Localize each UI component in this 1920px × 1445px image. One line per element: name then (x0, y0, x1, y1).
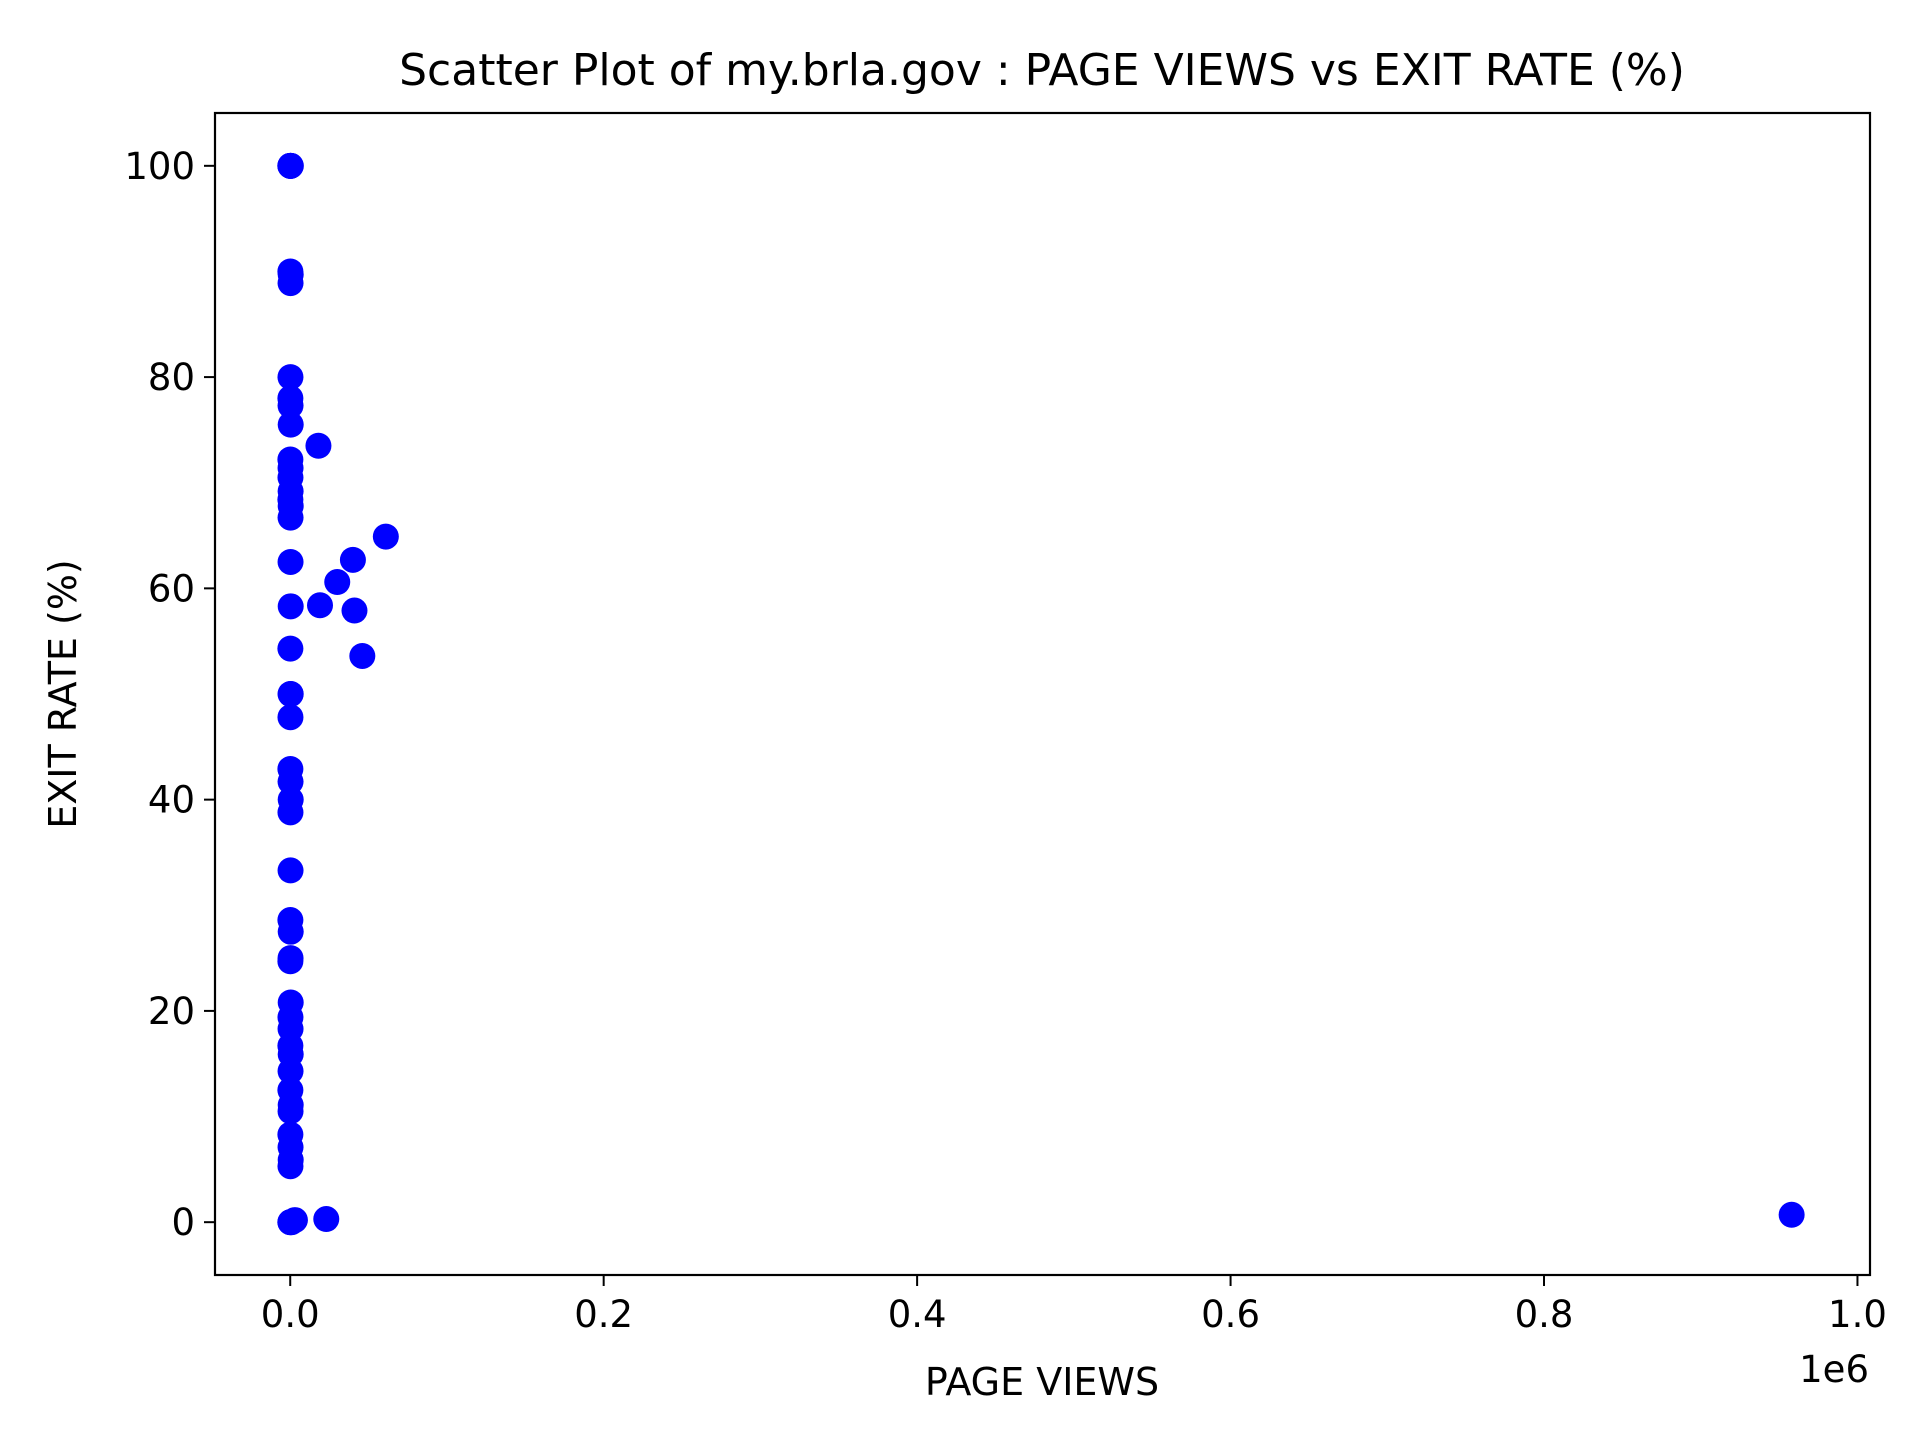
y-axis-label: EXIT RATE (%) (41, 559, 85, 829)
scatter-point (277, 504, 304, 531)
scatter-point (277, 270, 304, 297)
data-points-layer (277, 152, 1805, 1236)
scatter-point (307, 592, 334, 619)
scatter-point (1778, 1201, 1805, 1228)
scatter-point (277, 392, 304, 419)
scatter-point (277, 704, 304, 731)
scatter-point (305, 432, 332, 459)
scatter-point (372, 523, 399, 550)
scatter-point (324, 569, 351, 596)
scatter-point (277, 548, 304, 575)
scatter-point (277, 635, 304, 662)
scatter-point (339, 546, 366, 573)
chart-title: Scatter Plot of my.brla.gov : PAGE VIEWS… (399, 45, 1685, 96)
y-tick-label: 100 (124, 145, 195, 188)
scatter-point (277, 948, 304, 975)
scatter-point (277, 768, 304, 795)
x-tick-label: 0.0 (261, 1293, 320, 1336)
x-tick-label: 0.4 (888, 1293, 947, 1336)
y-tick-label: 20 (148, 990, 195, 1033)
x-axis-ticks: 0.0 0.2 0.4 0.6 0.8 1.0 (261, 1275, 1887, 1336)
scatter-point (277, 1153, 304, 1180)
scatter-point (277, 681, 304, 707)
y-tick-label: 40 (148, 779, 195, 822)
scatter-point (277, 364, 304, 391)
x-axis-offset-label: 1e6 (1799, 1348, 1869, 1391)
y-tick-label: 60 (148, 567, 195, 610)
x-tick-label: 1.0 (1828, 1293, 1887, 1336)
y-tick-label: 80 (148, 356, 195, 399)
scatter-point (349, 642, 376, 669)
plot-area-frame (213, 111, 1872, 1277)
y-axis-ticks: 0 20 40 60 80 100 (124, 145, 215, 1244)
x-axis-label: PAGE VIEWS (925, 1360, 1159, 1404)
scatter-point (277, 799, 304, 826)
x-tick-label: 0.6 (1201, 1293, 1260, 1336)
scatter-point (277, 411, 304, 438)
scatter-point (277, 857, 304, 884)
y-tick-label: 0 (171, 1201, 195, 1244)
scatter-point (277, 1058, 304, 1085)
scatter-point (277, 918, 304, 945)
x-tick-label: 0.2 (574, 1293, 633, 1336)
scatter-point (313, 1206, 340, 1233)
scatter-point (277, 152, 304, 179)
scatter-point (281, 1207, 308, 1234)
x-tick-label: 0.8 (1515, 1293, 1574, 1336)
scatter-point (277, 1098, 304, 1125)
scatter-point (341, 597, 368, 624)
scatter-point (277, 593, 304, 620)
